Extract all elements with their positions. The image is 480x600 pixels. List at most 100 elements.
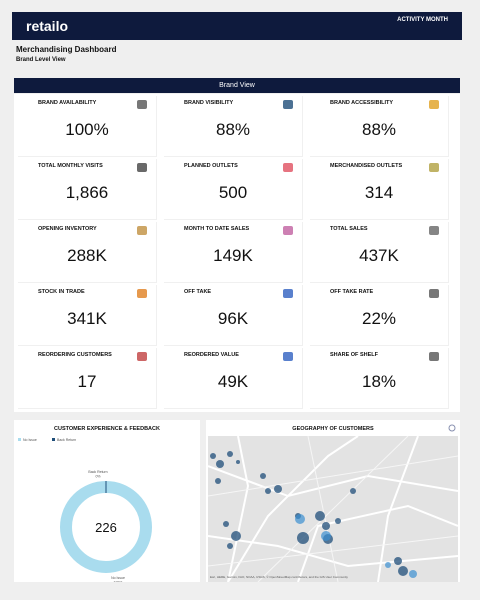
donut-total: 226 [95,520,117,535]
icon-shape [283,352,293,361]
kpi-icon [137,226,147,235]
segment-value: 0% [95,475,100,479]
info-icon[interactable] [448,424,456,432]
kpi-icon [137,352,147,361]
kpi-icon [429,352,439,361]
page-subtitle: Brand Level View [16,57,66,63]
kpi-value: 22% [361,309,397,328]
legend-swatch [18,438,21,441]
kpi-label: TOTAL MONTHLY VISITS [38,163,103,169]
logo[interactable]: retailo [26,18,69,34]
icon-shape [429,100,439,109]
kpi-icon [137,100,147,109]
navbar: retailo ACTIVITY MONTH [12,12,462,40]
icon-shape [283,289,293,298]
kpi-icon [283,352,293,361]
icon-shape [283,226,293,235]
legend: No Issue Back Return [18,438,76,442]
panel-title: CUSTOMER EXPERIENCE & FEEDBACK [54,426,160,432]
icon-shape [137,163,147,172]
kpi-value: 437K [359,246,399,265]
kpi-value: 1,866 [65,183,109,202]
segment-label: Back Return [88,470,107,474]
kpi-icon [283,226,293,235]
icon-shape [137,289,147,298]
kpi-label: BRAND AVAILABILITY [38,100,97,106]
legend-swatch [52,438,55,441]
icon-shape [283,163,293,172]
kpi-label: MERCHANDISED OUTLETS [330,163,403,169]
kpi-value: 17 [77,372,97,391]
kpi-card: SHARE OF SHELF 18% [310,348,449,409]
icon-shape [137,226,147,235]
kpi-value: 500 [218,183,248,202]
kpi-value: 88% [215,120,251,139]
filter-button[interactable]: ACTIVITY MONTH [397,17,448,23]
kpi-label: BRAND ACCESSIBILITY [330,100,394,106]
kpi-label: PLANNED OUTLETS [184,163,238,169]
kpi-card: BRAND VISIBILITY 88% [164,96,303,157]
kpi-label: REORDERING CUSTOMERS [38,352,112,358]
kpi-card: TOTAL SALES 437K [310,222,449,283]
kpi-card: REORDERED VALUE 49K [164,348,303,409]
kpi-label: STOCK IN TRADE [38,289,85,295]
kpi-card: OFF TAKE 96K [164,285,303,346]
panel-title: GEOGRAPHY OF CUSTOMERS [292,426,374,432]
icon-shape [429,226,439,235]
kpi-value: 96K [217,309,249,328]
kpi-icon [283,289,293,298]
kpi-card: MONTH TO DATE SALES 149K [164,222,303,283]
kpi-label: MONTH TO DATE SALES [184,226,250,232]
kpi-card: TOTAL MONTHLY VISITS 1,866 [18,159,157,220]
kpi-label: TOTAL SALES [330,226,368,232]
kpi-card: BRAND ACCESSIBILITY 88% [310,96,449,157]
segment-value: 100% [114,581,123,583]
kpi-card: OPENING INVENTORY 288K [18,222,157,283]
kpi-value: 149K [213,246,253,265]
kpi-card: PLANNED OUTLETS 500 [164,159,303,220]
icon-shape [429,163,439,172]
kpi-card: OFF TAKE RATE 22% [310,285,449,346]
icon-shape [137,352,147,361]
kpi-icon [429,163,439,172]
kpi-card: BRAND AVAILABILITY 100% [18,96,157,157]
map-attribution: Esri, HERE, Garmin, FAO, NOAA, USGS, © O… [210,575,348,579]
kpi-value: 100% [65,120,109,139]
kpi-grid: BRAND AVAILABILITY 100% BRAND VISIBILITY 88… [14,94,460,412]
segment-label: No Issue [111,576,125,580]
page-title: Merchandising Dashboard [16,45,117,54]
icon-shape [429,289,439,298]
kpi-icon [137,163,147,172]
kpi-label: REORDERED VALUE [184,352,239,358]
kpi-label: OFF TAKE RATE [330,289,374,295]
kpi-icon [429,100,439,109]
kpi-value: 49K [217,372,249,391]
legend-label: No Issue [23,438,37,442]
kpi-label: BRAND VISIBILITY [184,100,234,106]
kpi-label: OFF TAKE [184,289,212,295]
kpi-value: 288K [67,246,107,265]
map-panel: GEOGRAPHY OF CUSTOMERS Esri, [206,420,460,582]
kpi-card: REORDERING CUSTOMERS 17 [18,348,157,409]
kpi-icon [429,289,439,298]
icon-shape [137,100,147,109]
kpi-card: MERCHANDISED OUTLETS 314 [310,159,449,220]
kpi-icon [137,289,147,298]
legend-label: Back Return [57,438,76,442]
kpi-label: OPENING INVENTORY [38,226,97,232]
kpi-icon [429,226,439,235]
feedback-panel: CUSTOMER EXPERIENCE & FEEDBACK No Issue B… [14,420,200,582]
kpi-label: SHARE OF SHELF [330,352,378,358]
icon-shape [429,352,439,361]
map[interactable] [208,436,458,582]
kpi-card: STOCK IN TRADE 341K [18,285,157,346]
kpi-icon [283,163,293,172]
kpi-value: 88% [361,120,397,139]
kpi-value: 341K [67,309,107,328]
icon-shape [283,100,293,109]
kpi-value: 314 [364,183,394,202]
section-header: Brand View [14,78,460,93]
kpi-icon [283,100,293,109]
